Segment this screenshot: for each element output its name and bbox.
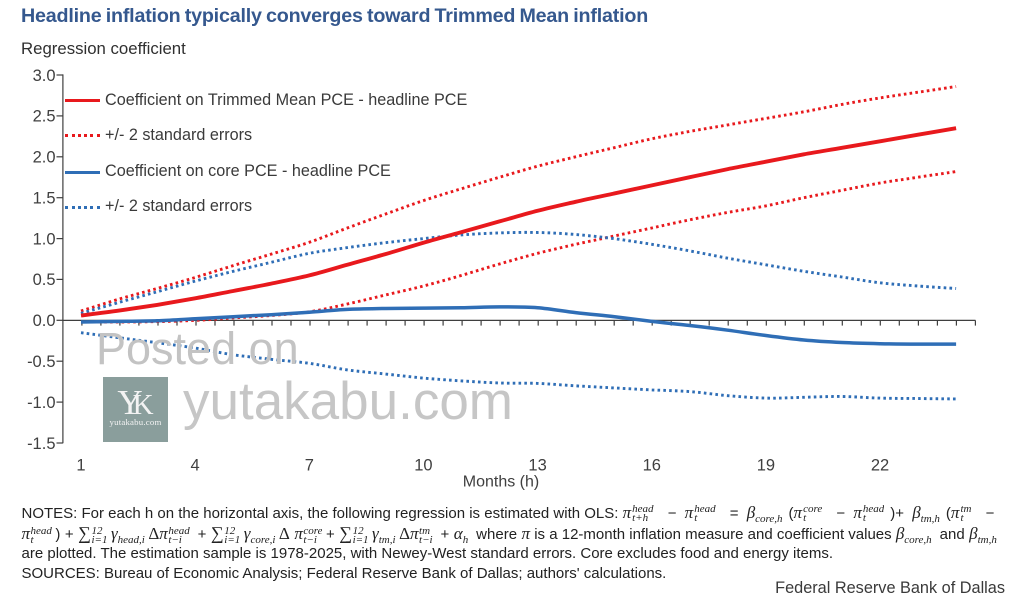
svg-text:22: 22 — [871, 457, 889, 475]
svg-text:10: 10 — [414, 457, 432, 475]
svg-text:1: 1 — [76, 457, 85, 475]
svg-text:16: 16 — [643, 457, 661, 475]
svg-text:13: 13 — [528, 457, 546, 475]
svg-text:1.0: 1.0 — [33, 230, 56, 248]
svg-text:2.0: 2.0 — [33, 149, 56, 167]
svg-text:-1.0: -1.0 — [27, 394, 55, 412]
svg-text:-1.5: -1.5 — [27, 435, 55, 453]
svg-text:0.5: 0.5 — [33, 271, 56, 289]
svg-text:1.5: 1.5 — [33, 190, 56, 208]
svg-text:7: 7 — [305, 457, 314, 475]
svg-text:Months (h): Months (h) — [463, 474, 539, 491]
svg-text:3.0: 3.0 — [33, 67, 56, 85]
svg-text:0.0: 0.0 — [33, 312, 56, 330]
svg-text:-0.5: -0.5 — [27, 353, 55, 371]
svg-text:19: 19 — [757, 457, 775, 475]
svg-text:4: 4 — [191, 457, 200, 475]
svg-text:2.5: 2.5 — [33, 108, 56, 126]
